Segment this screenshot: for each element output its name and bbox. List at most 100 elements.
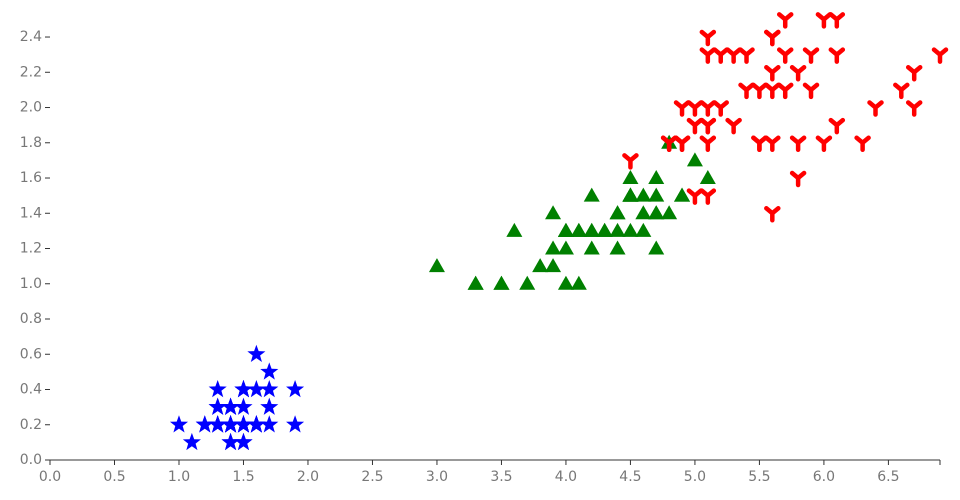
point xyxy=(699,100,717,117)
point xyxy=(661,205,678,220)
point xyxy=(208,397,227,415)
y-tick-label: 1.2 xyxy=(20,241,42,257)
point xyxy=(854,135,871,153)
point xyxy=(596,222,613,237)
point xyxy=(583,240,600,255)
point xyxy=(467,275,484,290)
point xyxy=(725,47,742,64)
point xyxy=(764,82,781,100)
series xyxy=(622,12,949,223)
point xyxy=(545,240,562,255)
series xyxy=(428,134,716,290)
point xyxy=(699,188,717,205)
point xyxy=(195,415,214,433)
y-tick-label: 2.2 xyxy=(20,64,42,80)
point xyxy=(545,205,562,220)
point xyxy=(751,82,768,100)
point xyxy=(751,135,768,153)
point xyxy=(725,117,742,135)
x-tick-label: 1.0 xyxy=(168,469,190,485)
point xyxy=(789,135,807,153)
point xyxy=(247,380,266,398)
point xyxy=(893,82,910,100)
point xyxy=(789,170,807,188)
point xyxy=(776,47,794,64)
point xyxy=(609,222,626,237)
point xyxy=(828,117,846,135)
x-tick-label: 5.0 xyxy=(684,469,706,485)
y-tick-label: 1.6 xyxy=(20,170,42,186)
point xyxy=(648,205,665,220)
x-tick-label: 2.0 xyxy=(297,469,319,485)
point xyxy=(247,415,266,433)
point xyxy=(570,222,587,237)
point xyxy=(815,12,833,29)
point xyxy=(905,100,923,117)
point xyxy=(493,275,510,290)
point xyxy=(764,29,781,47)
x-tick-label: 4.0 xyxy=(555,469,577,485)
y-tick-label: 0.8 xyxy=(20,311,42,327)
y-tick-label: 2.0 xyxy=(20,100,42,116)
point xyxy=(699,117,717,135)
point xyxy=(208,380,227,398)
point xyxy=(712,47,729,64)
point xyxy=(867,100,884,117)
point xyxy=(260,397,279,415)
point xyxy=(234,397,253,415)
point xyxy=(764,206,781,223)
point xyxy=(776,82,794,100)
point xyxy=(905,65,923,82)
point xyxy=(260,380,279,398)
point xyxy=(712,100,729,117)
point xyxy=(428,258,445,273)
point xyxy=(738,82,755,100)
point xyxy=(583,222,600,237)
point xyxy=(789,65,807,82)
point xyxy=(738,47,755,64)
point xyxy=(622,222,639,237)
x-tick-label: 5.5 xyxy=(748,469,770,485)
point xyxy=(234,380,253,398)
x-tick-label: 6.5 xyxy=(877,469,899,485)
x-tick-label: 4.5 xyxy=(619,469,641,485)
y-tick-label: 0.4 xyxy=(20,382,42,398)
point xyxy=(532,258,549,273)
point xyxy=(674,187,691,202)
x-tick-label: 0.5 xyxy=(103,469,125,485)
point xyxy=(764,135,781,153)
point xyxy=(635,222,652,237)
point xyxy=(764,65,781,82)
point xyxy=(635,205,652,220)
point xyxy=(699,47,717,64)
point xyxy=(169,415,189,433)
point xyxy=(699,29,717,47)
point xyxy=(208,415,227,433)
point xyxy=(286,415,305,433)
point xyxy=(519,275,536,290)
point xyxy=(931,47,949,64)
point xyxy=(802,82,820,100)
point xyxy=(622,170,639,185)
point xyxy=(673,100,691,117)
x-tick-label: 2.5 xyxy=(361,469,383,485)
x-tick-label: 0.0 xyxy=(39,469,61,485)
y-tick-label: 1.0 xyxy=(20,276,42,292)
point xyxy=(234,432,253,451)
point xyxy=(570,275,587,290)
y-tick-label: 0.6 xyxy=(20,346,42,362)
y-tick-label: 1.4 xyxy=(20,205,42,221)
point xyxy=(557,275,574,290)
y-tick-label: 2.4 xyxy=(20,29,42,45)
point xyxy=(622,153,639,170)
point xyxy=(673,135,691,153)
point xyxy=(557,240,574,255)
point xyxy=(221,397,240,415)
y-tick-label: 0.0 xyxy=(20,452,42,468)
point xyxy=(686,100,704,117)
point xyxy=(182,432,201,451)
point xyxy=(660,135,678,153)
point xyxy=(286,380,305,398)
point xyxy=(828,47,846,64)
